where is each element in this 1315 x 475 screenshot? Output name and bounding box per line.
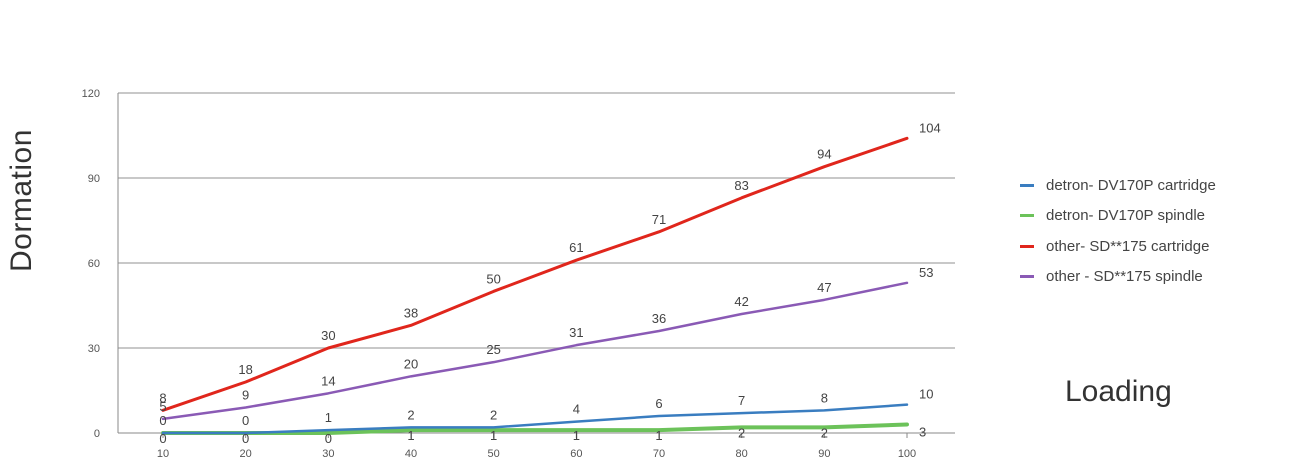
data-label: 36 bbox=[652, 311, 666, 326]
x-tick-label: 50 bbox=[488, 448, 500, 460]
x-tick-label: 70 bbox=[653, 448, 665, 460]
gridlines bbox=[118, 92, 955, 349]
data-label: 50 bbox=[486, 271, 500, 286]
y-axis-label: Dormation bbox=[5, 129, 38, 272]
data-label: 2 bbox=[821, 425, 828, 440]
legend-item: other - SD**175 spindle bbox=[1020, 262, 1216, 293]
x-tick-label: 90 bbox=[818, 448, 830, 460]
data-label: 8 bbox=[159, 390, 166, 405]
x-tick-label: 100 bbox=[898, 448, 916, 460]
x-tick-label: 30 bbox=[322, 448, 334, 460]
data-label: 8 bbox=[821, 390, 828, 405]
data-label: 2 bbox=[407, 407, 414, 422]
y-tick-label: 0 bbox=[94, 428, 100, 440]
legend-item: detron- DV170P cartridge bbox=[1020, 170, 1216, 201]
data-label: 94 bbox=[817, 147, 831, 162]
data-label: 0 bbox=[159, 431, 166, 446]
data-label: 42 bbox=[734, 294, 748, 309]
series-line bbox=[161, 136, 909, 412]
data-label: 61 bbox=[569, 240, 583, 255]
legend-label: detron- DV170P spindle bbox=[1046, 207, 1205, 225]
series-line bbox=[161, 422, 909, 435]
data-label: 38 bbox=[404, 305, 418, 320]
data-label: 1 bbox=[573, 428, 580, 443]
data-label: 0 bbox=[242, 413, 249, 428]
y-tick-label: 90 bbox=[88, 173, 100, 185]
series-line bbox=[161, 281, 909, 421]
x-tick-label: 10 bbox=[157, 448, 169, 460]
x-tick-label: 20 bbox=[240, 448, 252, 460]
data-label: 0 bbox=[159, 413, 166, 428]
data-label: 2 bbox=[738, 425, 745, 440]
data-label: 20 bbox=[404, 356, 418, 371]
legend-label: other - SD**175 spindle bbox=[1046, 268, 1203, 286]
data-label: 0 bbox=[242, 431, 249, 446]
data-label: 31 bbox=[569, 325, 583, 340]
y-tick-label: 60 bbox=[88, 258, 100, 270]
data-label: 104 bbox=[919, 120, 941, 135]
x-tick-label: 60 bbox=[570, 448, 582, 460]
legend-item: detron- DV170P spindle bbox=[1020, 201, 1216, 232]
legend-swatch bbox=[1020, 214, 1034, 218]
data-label: 2 bbox=[490, 407, 497, 422]
x-tick-label: 80 bbox=[736, 448, 748, 460]
data-label: 1 bbox=[490, 428, 497, 443]
data-label: 14 bbox=[321, 373, 335, 388]
series-lines bbox=[161, 136, 909, 435]
legend-swatch bbox=[1020, 244, 1034, 248]
x-tick-label: 40 bbox=[405, 448, 417, 460]
legend-swatch bbox=[1020, 183, 1034, 187]
legend-swatch bbox=[1020, 275, 1034, 279]
data-label: 10 bbox=[919, 387, 933, 402]
series-line bbox=[161, 403, 909, 435]
data-label: 0 bbox=[325, 431, 332, 446]
data-label: 3 bbox=[919, 425, 926, 440]
data-label: 7 bbox=[738, 393, 745, 408]
data-label: 4 bbox=[573, 402, 580, 417]
data-label: 1 bbox=[407, 428, 414, 443]
data-label: 18 bbox=[238, 362, 252, 377]
data-label: 6 bbox=[655, 396, 662, 411]
data-label: 30 bbox=[321, 328, 335, 343]
data-label: 1 bbox=[655, 428, 662, 443]
data-labels: 0 0 1 2 2 4 6 7 8 100 0 0 1 1 1 1 2 2 38183038506171839410… bbox=[159, 120, 940, 446]
data-label: 83 bbox=[734, 178, 748, 193]
data-label: 1 bbox=[325, 410, 332, 425]
legend: detron- DV170P cartridge detron- DV170P … bbox=[1020, 170, 1216, 292]
data-label: 47 bbox=[817, 280, 831, 295]
data-label: 71 bbox=[652, 212, 666, 227]
data-label: 25 bbox=[486, 342, 500, 357]
y-tick-label: 120 bbox=[82, 88, 100, 100]
legend-item: other- SD**175 cartridge bbox=[1020, 231, 1216, 262]
data-label: 9 bbox=[242, 388, 249, 403]
data-label: 5 bbox=[159, 399, 166, 414]
legend-label: detron- DV170P cartridge bbox=[1046, 176, 1216, 194]
data-label: 53 bbox=[919, 265, 933, 280]
x-axis-label: Loading bbox=[1065, 375, 1172, 408]
legend-label: other- SD**175 cartridge bbox=[1046, 237, 1210, 255]
y-tick-label: 30 bbox=[88, 343, 100, 355]
